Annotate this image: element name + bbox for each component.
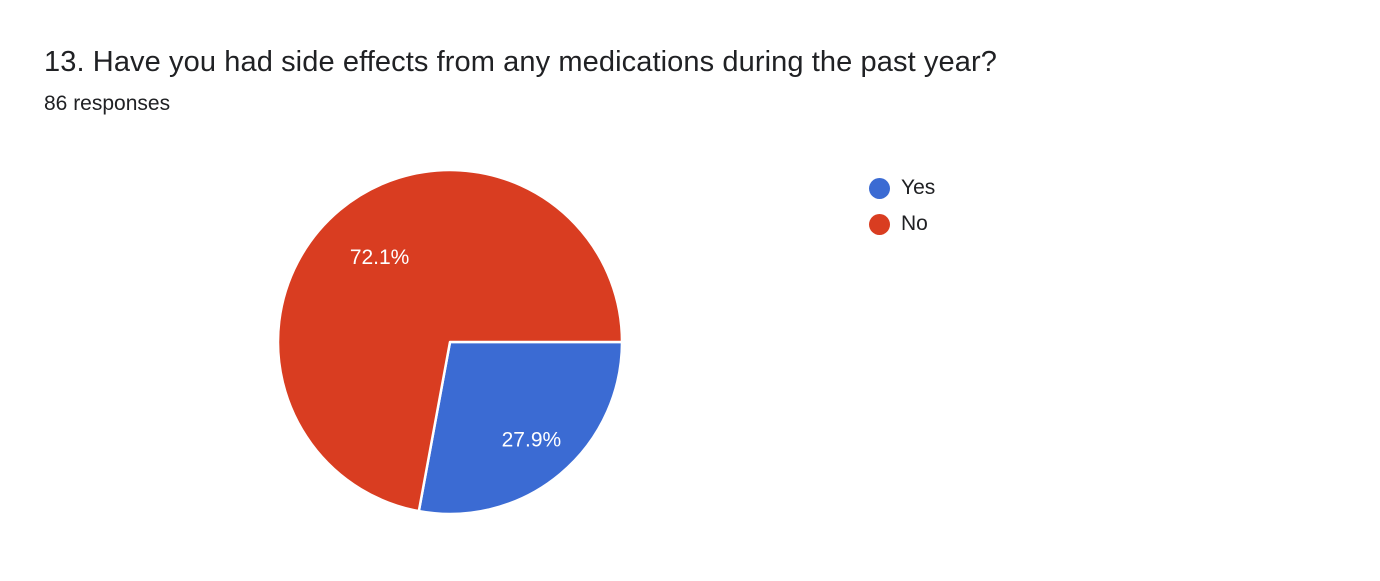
legend-item-no: No	[869, 212, 935, 235]
response-count: 86 responses	[44, 92, 171, 115]
pie-slice-no[interactable]	[276, 168, 624, 513]
question-title: 13. Have you had side effects from any m…	[44, 46, 997, 78]
chart-legend: Yes No	[869, 176, 936, 235]
slice-label: 72.1%	[350, 246, 410, 269]
slice-label: 27.9%	[502, 428, 562, 451]
pie-slice-yes[interactable]	[417, 340, 624, 516]
legend-label: Yes	[901, 176, 936, 199]
pie-chart: 27.9% 72.1%	[276, 168, 624, 516]
legend-item-yes: Yes	[869, 176, 936, 199]
legend-swatch-no-icon	[869, 213, 890, 235]
legend-swatch-yes-icon	[869, 177, 890, 199]
legend-label: No	[901, 212, 928, 235]
